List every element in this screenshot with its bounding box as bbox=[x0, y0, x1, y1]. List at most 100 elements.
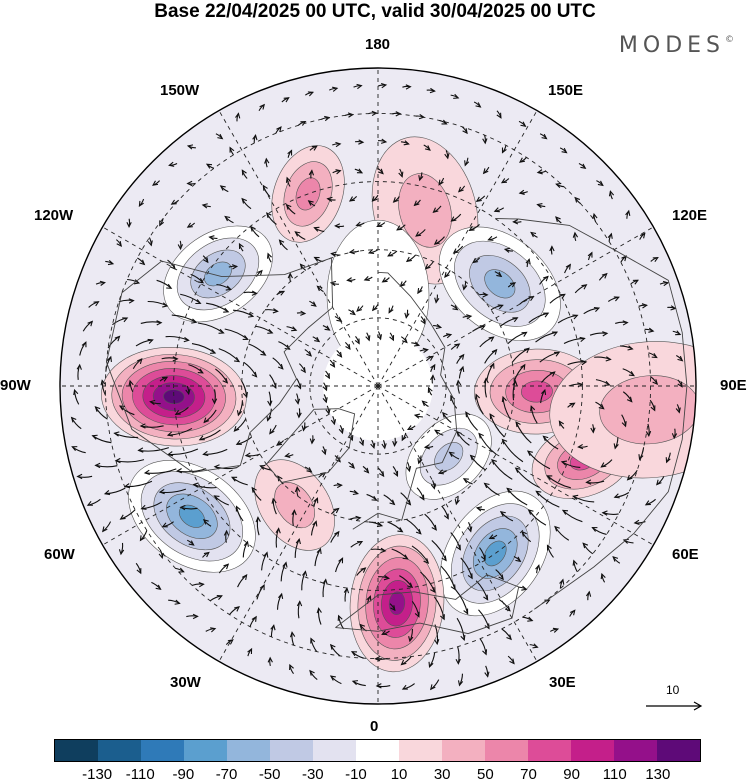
wind-arrow-head bbox=[225, 285, 232, 291]
wind-arrow-head bbox=[376, 522, 384, 528]
wind-arrow-head bbox=[527, 509, 534, 515]
wind-arrow-head bbox=[326, 196, 333, 203]
wind-arrow-head bbox=[488, 534, 495, 540]
wind-arrow-head bbox=[518, 189, 525, 195]
wind-arrow-head bbox=[601, 510, 608, 516]
wind-arrow-head bbox=[662, 280, 670, 287]
wind-arrow-head bbox=[506, 634, 512, 641]
colorbar-swatch-6 bbox=[313, 740, 356, 761]
wind-arrow-head bbox=[552, 627, 560, 633]
colorbar-tick: 50 bbox=[476, 766, 494, 783]
wind-arrow-head bbox=[242, 335, 249, 341]
wind-arrow-head bbox=[518, 157, 526, 163]
coastline bbox=[495, 218, 688, 610]
wind-arrow-head bbox=[296, 412, 302, 419]
wind-arrow-head bbox=[291, 326, 298, 332]
wind-arrow-head bbox=[546, 544, 552, 551]
wind-arrow-head bbox=[462, 284, 468, 291]
wind-arrow-head bbox=[467, 526, 473, 533]
meridian-line bbox=[218, 385, 379, 662]
wind-arrow-head bbox=[675, 407, 681, 414]
wind-arrow-head bbox=[73, 388, 79, 396]
wind-arrow-head bbox=[170, 199, 177, 205]
wind-arrow-head bbox=[526, 450, 533, 456]
wind-arrow-head bbox=[162, 376, 169, 382]
wind-arrow-head bbox=[186, 144, 194, 150]
colorbar-tick: 130 bbox=[645, 766, 671, 783]
wind-arrow-head bbox=[501, 395, 507, 403]
wind-arrow-head bbox=[489, 413, 495, 420]
wind-arrow-head bbox=[501, 438, 508, 445]
colorbar-swatch-10 bbox=[485, 740, 528, 761]
colorbar-swatch-7 bbox=[356, 740, 399, 761]
wind-arrow-head bbox=[601, 272, 608, 279]
wind-arrow-head bbox=[590, 427, 596, 434]
wind-arrow-head bbox=[424, 263, 431, 270]
wind-arrow-head bbox=[542, 275, 549, 282]
wind-arrow-head bbox=[101, 526, 108, 533]
wind-arrow-head bbox=[450, 584, 456, 591]
wind-arrow-head bbox=[313, 497, 319, 504]
wind-arrow-head bbox=[314, 336, 321, 343]
wind-arrow-head bbox=[652, 257, 659, 263]
wind-arrow-head bbox=[424, 145, 431, 151]
wind-arrow-head bbox=[335, 141, 342, 148]
wind-arrow-head bbox=[322, 385, 328, 392]
wind-arrow-head bbox=[395, 111, 402, 117]
wind-arrow-head bbox=[375, 683, 382, 689]
wind-arrow-head bbox=[388, 307, 394, 314]
wind-arrow-head bbox=[312, 520, 318, 527]
wind-arrow-head bbox=[76, 473, 83, 480]
wind-arrow-head bbox=[555, 216, 561, 223]
wind-arrow bbox=[501, 439, 524, 463]
wind-arrow-head bbox=[430, 374, 436, 381]
wind-arrow-head bbox=[581, 359, 588, 366]
wind-arrow-head bbox=[247, 647, 253, 655]
lon-label-90e: 90E bbox=[720, 377, 747, 394]
wind-arrow-head bbox=[235, 112, 241, 119]
wind-arrow-head bbox=[405, 256, 412, 263]
wind-arrow-head bbox=[330, 251, 337, 257]
wind-arrow-head bbox=[532, 643, 539, 649]
wind-arrow-head bbox=[336, 351, 343, 358]
lon-label-90w: 90W bbox=[0, 377, 31, 394]
wind-arrow-head bbox=[128, 379, 134, 387]
wind-arrow-head bbox=[493, 207, 500, 213]
wind-arrow-head bbox=[510, 282, 517, 288]
reference-vector-arrow bbox=[646, 701, 703, 711]
wind-arrow-head bbox=[217, 133, 224, 140]
wind-arrow-head bbox=[365, 335, 371, 342]
wind-arrow-head bbox=[442, 411, 448, 418]
colorbar-tick: -130 bbox=[82, 766, 113, 783]
wind-arrow-head bbox=[497, 304, 504, 310]
wind-arrow-head bbox=[87, 320, 94, 327]
wind-arrow-head bbox=[432, 207, 439, 214]
wind-arrow-head bbox=[417, 288, 423, 295]
wind-arrow-head bbox=[500, 178, 508, 184]
wind-arrow-head bbox=[468, 225, 475, 231]
wind-arrow-head bbox=[227, 639, 234, 645]
wind-arrow-head bbox=[521, 530, 527, 537]
wind-arrow-head bbox=[294, 486, 301, 493]
wind-arrow-head bbox=[587, 251, 593, 258]
wind-arrow-head bbox=[452, 304, 459, 311]
coastline bbox=[335, 574, 520, 635]
wind-arrow-head bbox=[585, 590, 592, 597]
wind-arrow-head bbox=[454, 499, 460, 506]
wind-arrow-head bbox=[289, 631, 296, 638]
wind-arrow-head bbox=[389, 335, 395, 342]
wind-arrow-head bbox=[585, 479, 592, 485]
wind-arrow-head bbox=[499, 510, 506, 517]
colorbar-swatch-13 bbox=[614, 740, 657, 761]
wind-arrow-head bbox=[270, 624, 276, 631]
wind-arrow-head bbox=[525, 258, 531, 265]
wind-arrow bbox=[440, 565, 456, 590]
wind-arrow-head bbox=[266, 415, 272, 422]
wind-arrow-head bbox=[243, 540, 249, 547]
wind-arrow-head bbox=[349, 309, 356, 316]
wind-arrow-head bbox=[213, 464, 220, 470]
wind-arrow-head bbox=[367, 248, 375, 254]
wind-arrow-head bbox=[114, 335, 121, 342]
wind-arrow-head bbox=[549, 371, 556, 377]
wind-arrow-head bbox=[241, 574, 248, 581]
